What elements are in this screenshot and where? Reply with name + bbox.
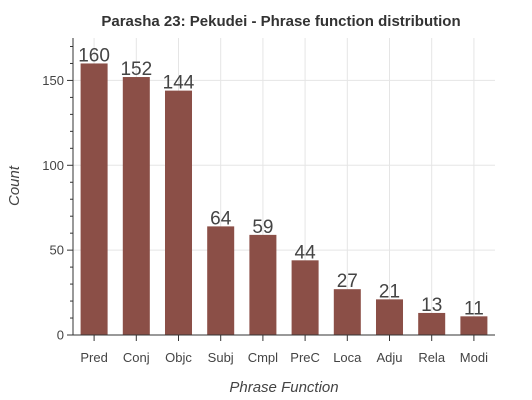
x-tick-label-cmpl: Cmpl xyxy=(248,350,278,365)
data-label-modi: 11 xyxy=(464,298,484,319)
x-tick-label-subj: Subj xyxy=(208,350,234,365)
data-label-pred: 160 xyxy=(78,45,110,66)
data-label-prec: 44 xyxy=(295,242,317,263)
x-tick-label-conj: Conj xyxy=(123,350,150,365)
bar-cmpl xyxy=(249,234,277,335)
data-label-adju: 21 xyxy=(379,281,400,302)
y-tick-label: 100 xyxy=(42,158,64,173)
bar-modi xyxy=(460,316,488,335)
axes xyxy=(67,38,495,341)
data-label-loca: 27 xyxy=(337,271,358,292)
y-axis-label: Count xyxy=(6,165,23,206)
x-tick-label-modi: Modi xyxy=(460,350,488,365)
bars xyxy=(80,63,488,336)
y-tick-label: 0 xyxy=(57,328,64,343)
x-tick-label-pred: Pred xyxy=(80,350,107,365)
y-tick-label: 50 xyxy=(50,243,64,258)
data-label-conj: 152 xyxy=(120,59,152,80)
bar-subj xyxy=(207,226,235,335)
y-tick-label: 150 xyxy=(42,73,64,88)
data-label-subj: 64 xyxy=(210,208,232,229)
bar-objc xyxy=(164,90,193,336)
bar-loca xyxy=(333,289,361,335)
y-tick-labels: 0 50 100 150 xyxy=(42,73,64,343)
bar-pred xyxy=(80,63,108,335)
bar-prec xyxy=(291,260,319,335)
data-label-cmpl: 59 xyxy=(252,217,273,238)
x-tick-label-loca: Loca xyxy=(333,350,362,365)
x-tick-label-objc: Objc xyxy=(165,350,192,365)
bar-conj xyxy=(122,77,150,335)
x-tick-label-prec: PreC xyxy=(290,350,320,365)
data-label-rela: 13 xyxy=(421,295,442,316)
x-tick-label-rela: Rela xyxy=(418,350,446,365)
data-label-objc: 144 xyxy=(163,73,195,94)
x-axis-label: Phrase Function xyxy=(229,379,338,396)
chart-title: Parasha 23: Pekudei - Phrase function di… xyxy=(101,13,460,30)
x-tick-label-adju: Adju xyxy=(376,350,402,365)
bar-adju xyxy=(375,299,404,335)
data-labels: 160 152 144 64 59 44 27 21 13 11 xyxy=(78,45,484,319)
x-tick-labels: Pred Conj Objc Subj Cmpl PreC Loca Adju Rela Modi xyxy=(80,350,488,365)
bar-rela xyxy=(418,312,446,335)
